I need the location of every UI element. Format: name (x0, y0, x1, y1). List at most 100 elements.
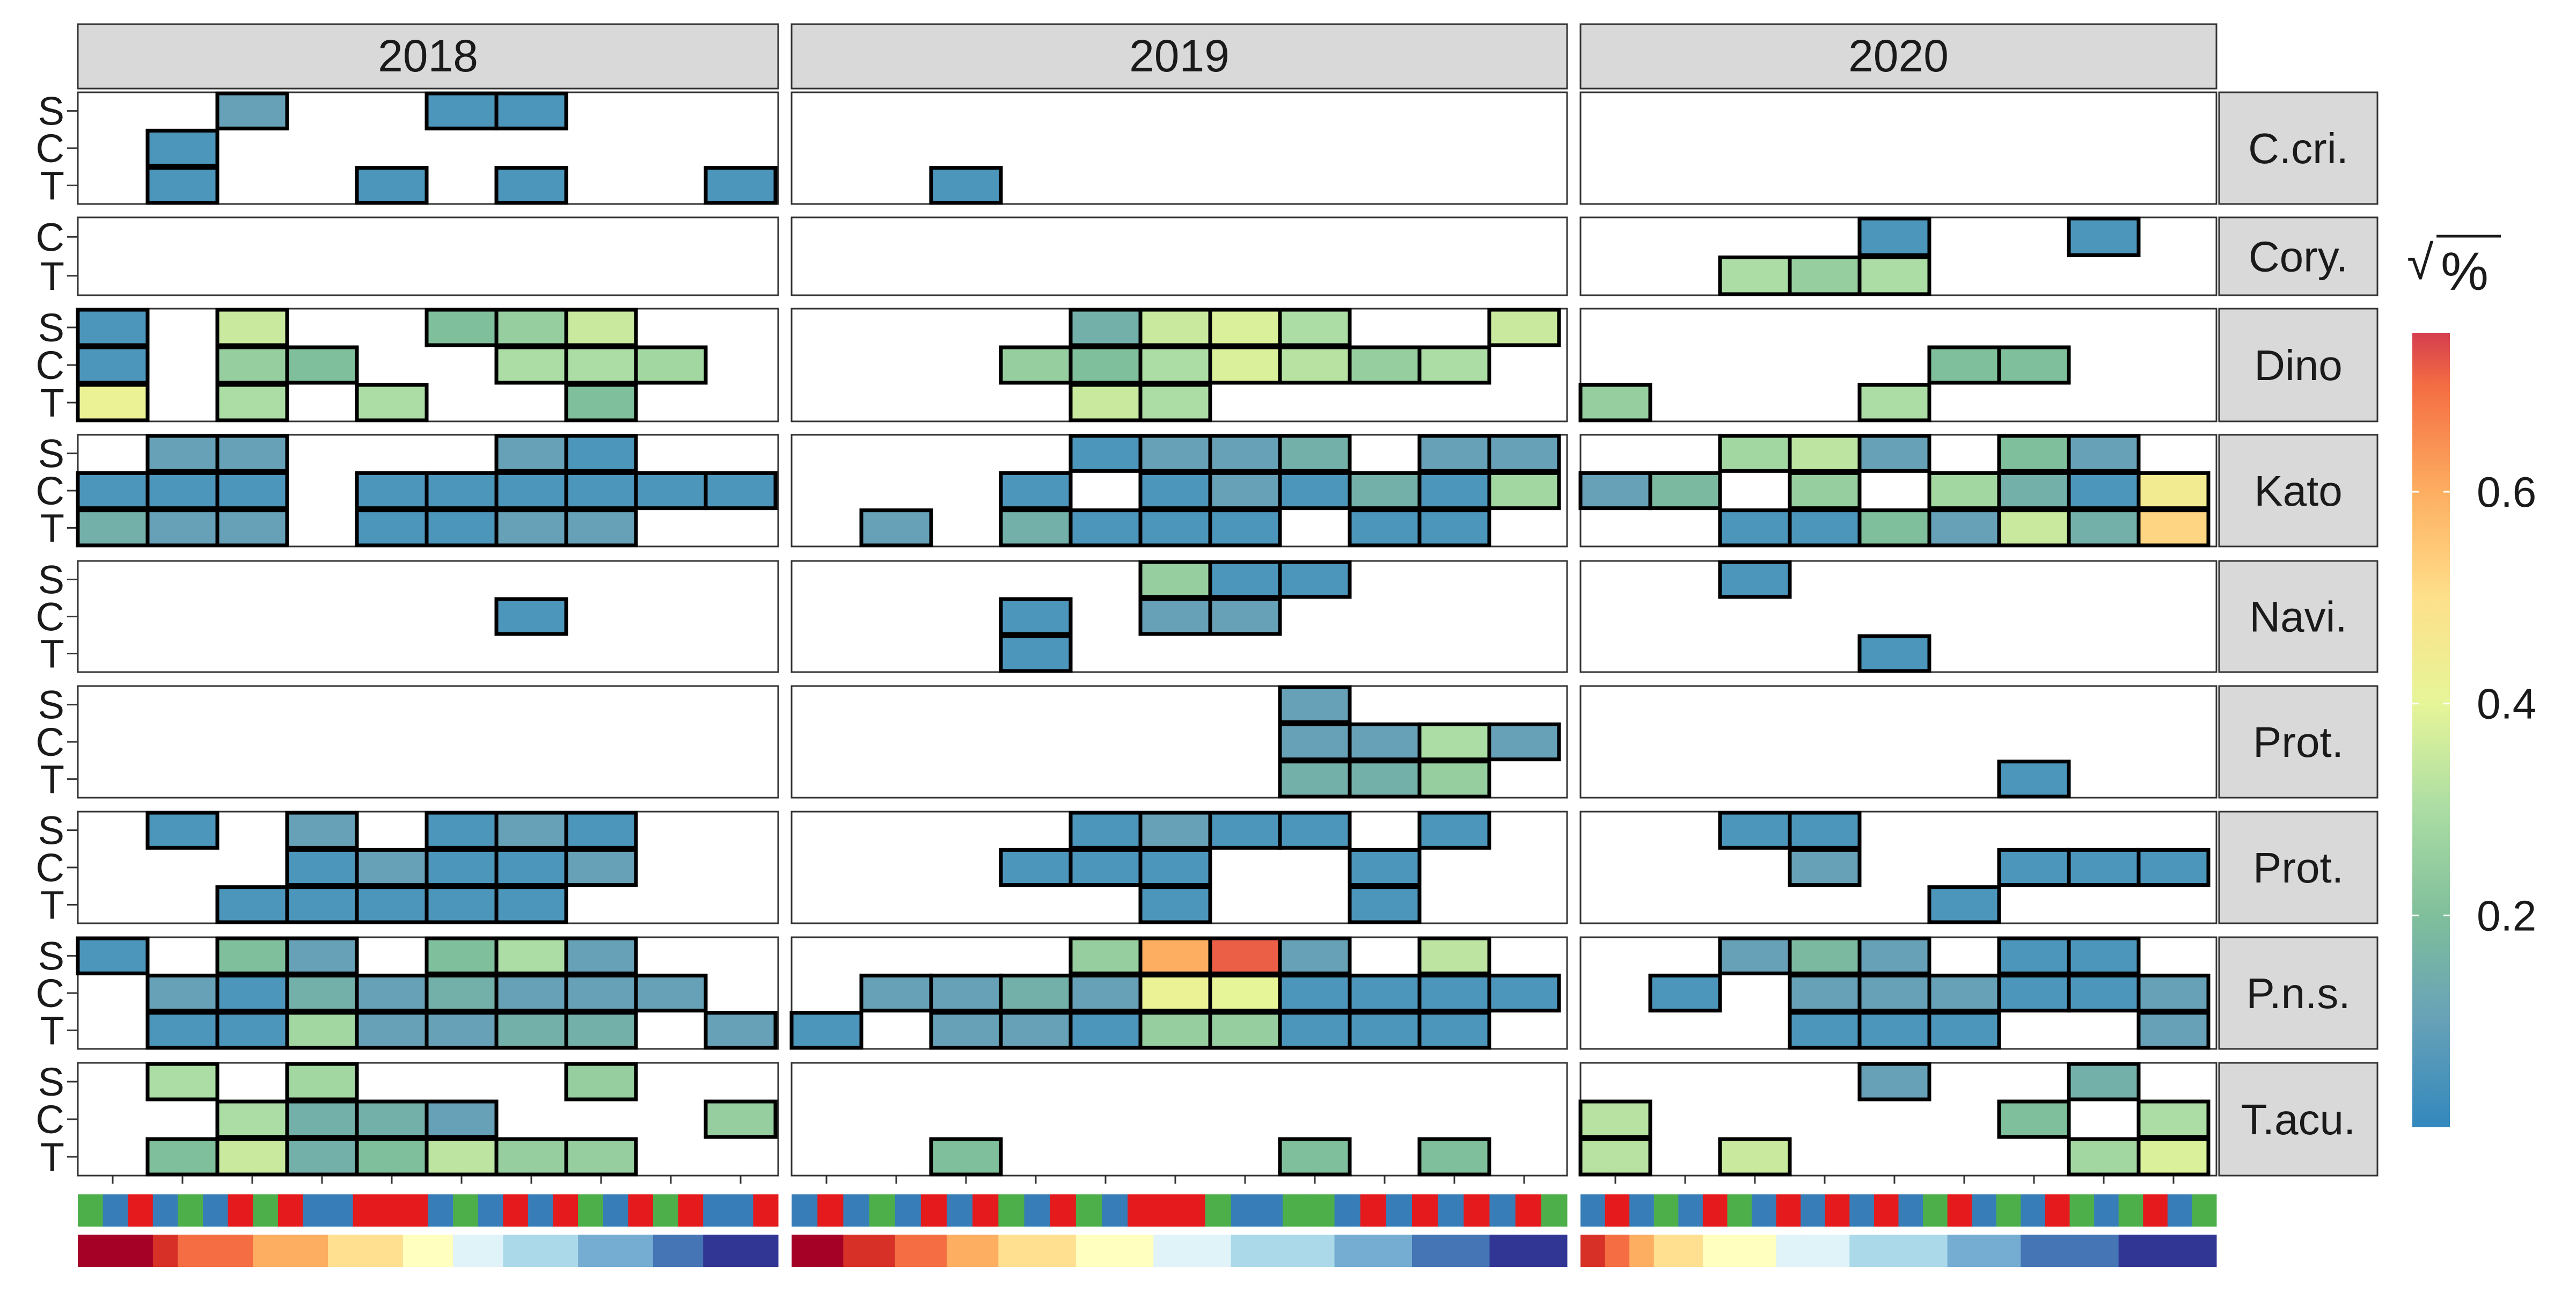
heatmap-cell (1138, 811, 1212, 850)
annotation-bar-bottom (998, 1235, 1024, 1267)
panel-C.cri.-2020 (1579, 91, 2218, 205)
annotation-bar-bottom (503, 1235, 529, 1267)
heatmap-cell (1578, 383, 1652, 422)
heatmap-cell (929, 1011, 1003, 1050)
annotation-bar-top (203, 1194, 229, 1227)
heatmap-cell (1927, 973, 2001, 1013)
heatmap-cell (425, 508, 499, 548)
facet-strip-Navi. (2218, 560, 2379, 673)
heatmap-cell (1069, 434, 1143, 473)
heatmap-cell (564, 1011, 638, 1050)
heatmap-cell (2067, 1062, 2141, 1102)
annotation-bar-top (2118, 1194, 2143, 1227)
heatmap-cell (1278, 1137, 1352, 1177)
heatmap-cell (2136, 1137, 2211, 1177)
y-tick-label: C (36, 343, 64, 388)
heatmap-cell (634, 973, 708, 1013)
heatmap-cell (1348, 508, 1422, 548)
heatmap-cell (1278, 685, 1352, 724)
heatmap-cell (1927, 345, 2001, 385)
annotation-bar-top (2167, 1194, 2192, 1227)
annotation-bar-top (753, 1194, 779, 1227)
annotation-bar-top (1801, 1194, 1826, 1227)
annotation-bar-bottom (178, 1235, 203, 1267)
heatmap-cell (1069, 973, 1143, 1013)
heatmap-cell (285, 1137, 359, 1177)
heatmap-cell (1927, 471, 2001, 510)
facet-strip-Dino (2218, 308, 2379, 422)
heatmap-cell (215, 885, 289, 924)
heatmap-cell (1788, 848, 1862, 887)
panel-Prot.-2020 (1579, 685, 2218, 799)
heatmap-cell (215, 383, 289, 422)
heatmap-cell (1417, 508, 1491, 548)
annotation-bar-top (1947, 1194, 1972, 1227)
heatmap-cell (2136, 1099, 2211, 1139)
heatmap-cell (425, 1137, 499, 1177)
heatmap-cell (355, 471, 429, 510)
heatmap-cell (425, 973, 499, 1013)
heatmap-cell (425, 308, 499, 347)
heatmap-cell (1417, 973, 1491, 1013)
heatmap-cell (1278, 936, 1352, 975)
heatmap-cell (564, 973, 638, 1013)
heatmap-cell (1417, 345, 1491, 385)
annotation-bar-top (1727, 1194, 1752, 1227)
facet-label-2020: 2020 (1848, 31, 1949, 81)
annotation-bar-bottom (277, 1235, 303, 1267)
annotation-bar-top (1205, 1194, 1232, 1227)
annotation-bar-bottom (1412, 1235, 1438, 1267)
heatmap-cell (564, 1062, 638, 1102)
heatmap-cell (494, 936, 568, 975)
annotation-bar-top (1489, 1194, 1516, 1227)
heatmap-cell (564, 1137, 638, 1177)
annotation-bar-bottom (203, 1235, 229, 1267)
heatmap-cell (285, 848, 359, 887)
heatmap-cell (1788, 1011, 1862, 1050)
y-tick-label: T (40, 757, 64, 801)
annotation-bar-top (1308, 1194, 1335, 1227)
annotation-bar-bottom (1463, 1235, 1490, 1267)
annotation-bar-top (453, 1194, 479, 1227)
y-tick-label: C (36, 595, 64, 639)
annotation-bar-bottom (1050, 1235, 1077, 1267)
facet-strip-Prot. (2218, 685, 2379, 799)
annotation-bar-bottom (1283, 1235, 1309, 1267)
annotation-bar-bottom (678, 1235, 704, 1267)
annotation-bar-bottom (947, 1235, 973, 1267)
annotation-bar-top (1386, 1194, 1413, 1227)
annotation-bar-top (1923, 1194, 1948, 1227)
annotation-bar-top (428, 1194, 453, 1227)
annotation-bar-bottom (1801, 1235, 1826, 1267)
annotation-bar-bottom (478, 1235, 503, 1267)
facet-label-2019: 2019 (1129, 31, 1230, 81)
y-tick-label: T (40, 882, 64, 927)
heatmap-cell (1788, 256, 1862, 296)
legend-title-symbol: √ (2407, 236, 2434, 290)
annotation-bar-top (1360, 1194, 1387, 1227)
annotation-bar-top (402, 1194, 428, 1227)
annotation-bar-top (78, 1194, 104, 1227)
annotation-bar-top (1463, 1194, 1490, 1227)
heatmap-cell (564, 936, 638, 975)
heatmap-cell (1857, 973, 1931, 1013)
heatmap-cell (1578, 471, 1652, 510)
heatmap-cell (1927, 1011, 2001, 1050)
heatmap-cell (1069, 936, 1143, 975)
annotation-bar-top (843, 1194, 869, 1227)
heatmap-cell (494, 508, 568, 548)
heatmap-cell (1208, 936, 1282, 975)
annotation-bar-bottom (1360, 1235, 1387, 1267)
annotation-bar-top (1629, 1194, 1655, 1227)
heatmap-cell (355, 1011, 429, 1050)
heatmap-cell (1487, 434, 1561, 473)
annotation-bar-bottom (653, 1235, 679, 1267)
heatmap-cell (1138, 885, 1212, 924)
heatmap-cell (634, 345, 708, 385)
heatmap-cell (1997, 760, 2071, 799)
heatmap-cell (1487, 722, 1561, 762)
heatmap-cell (1718, 811, 1792, 850)
annotation-bar-top (553, 1194, 579, 1227)
heatmap-cell (1348, 760, 1422, 799)
